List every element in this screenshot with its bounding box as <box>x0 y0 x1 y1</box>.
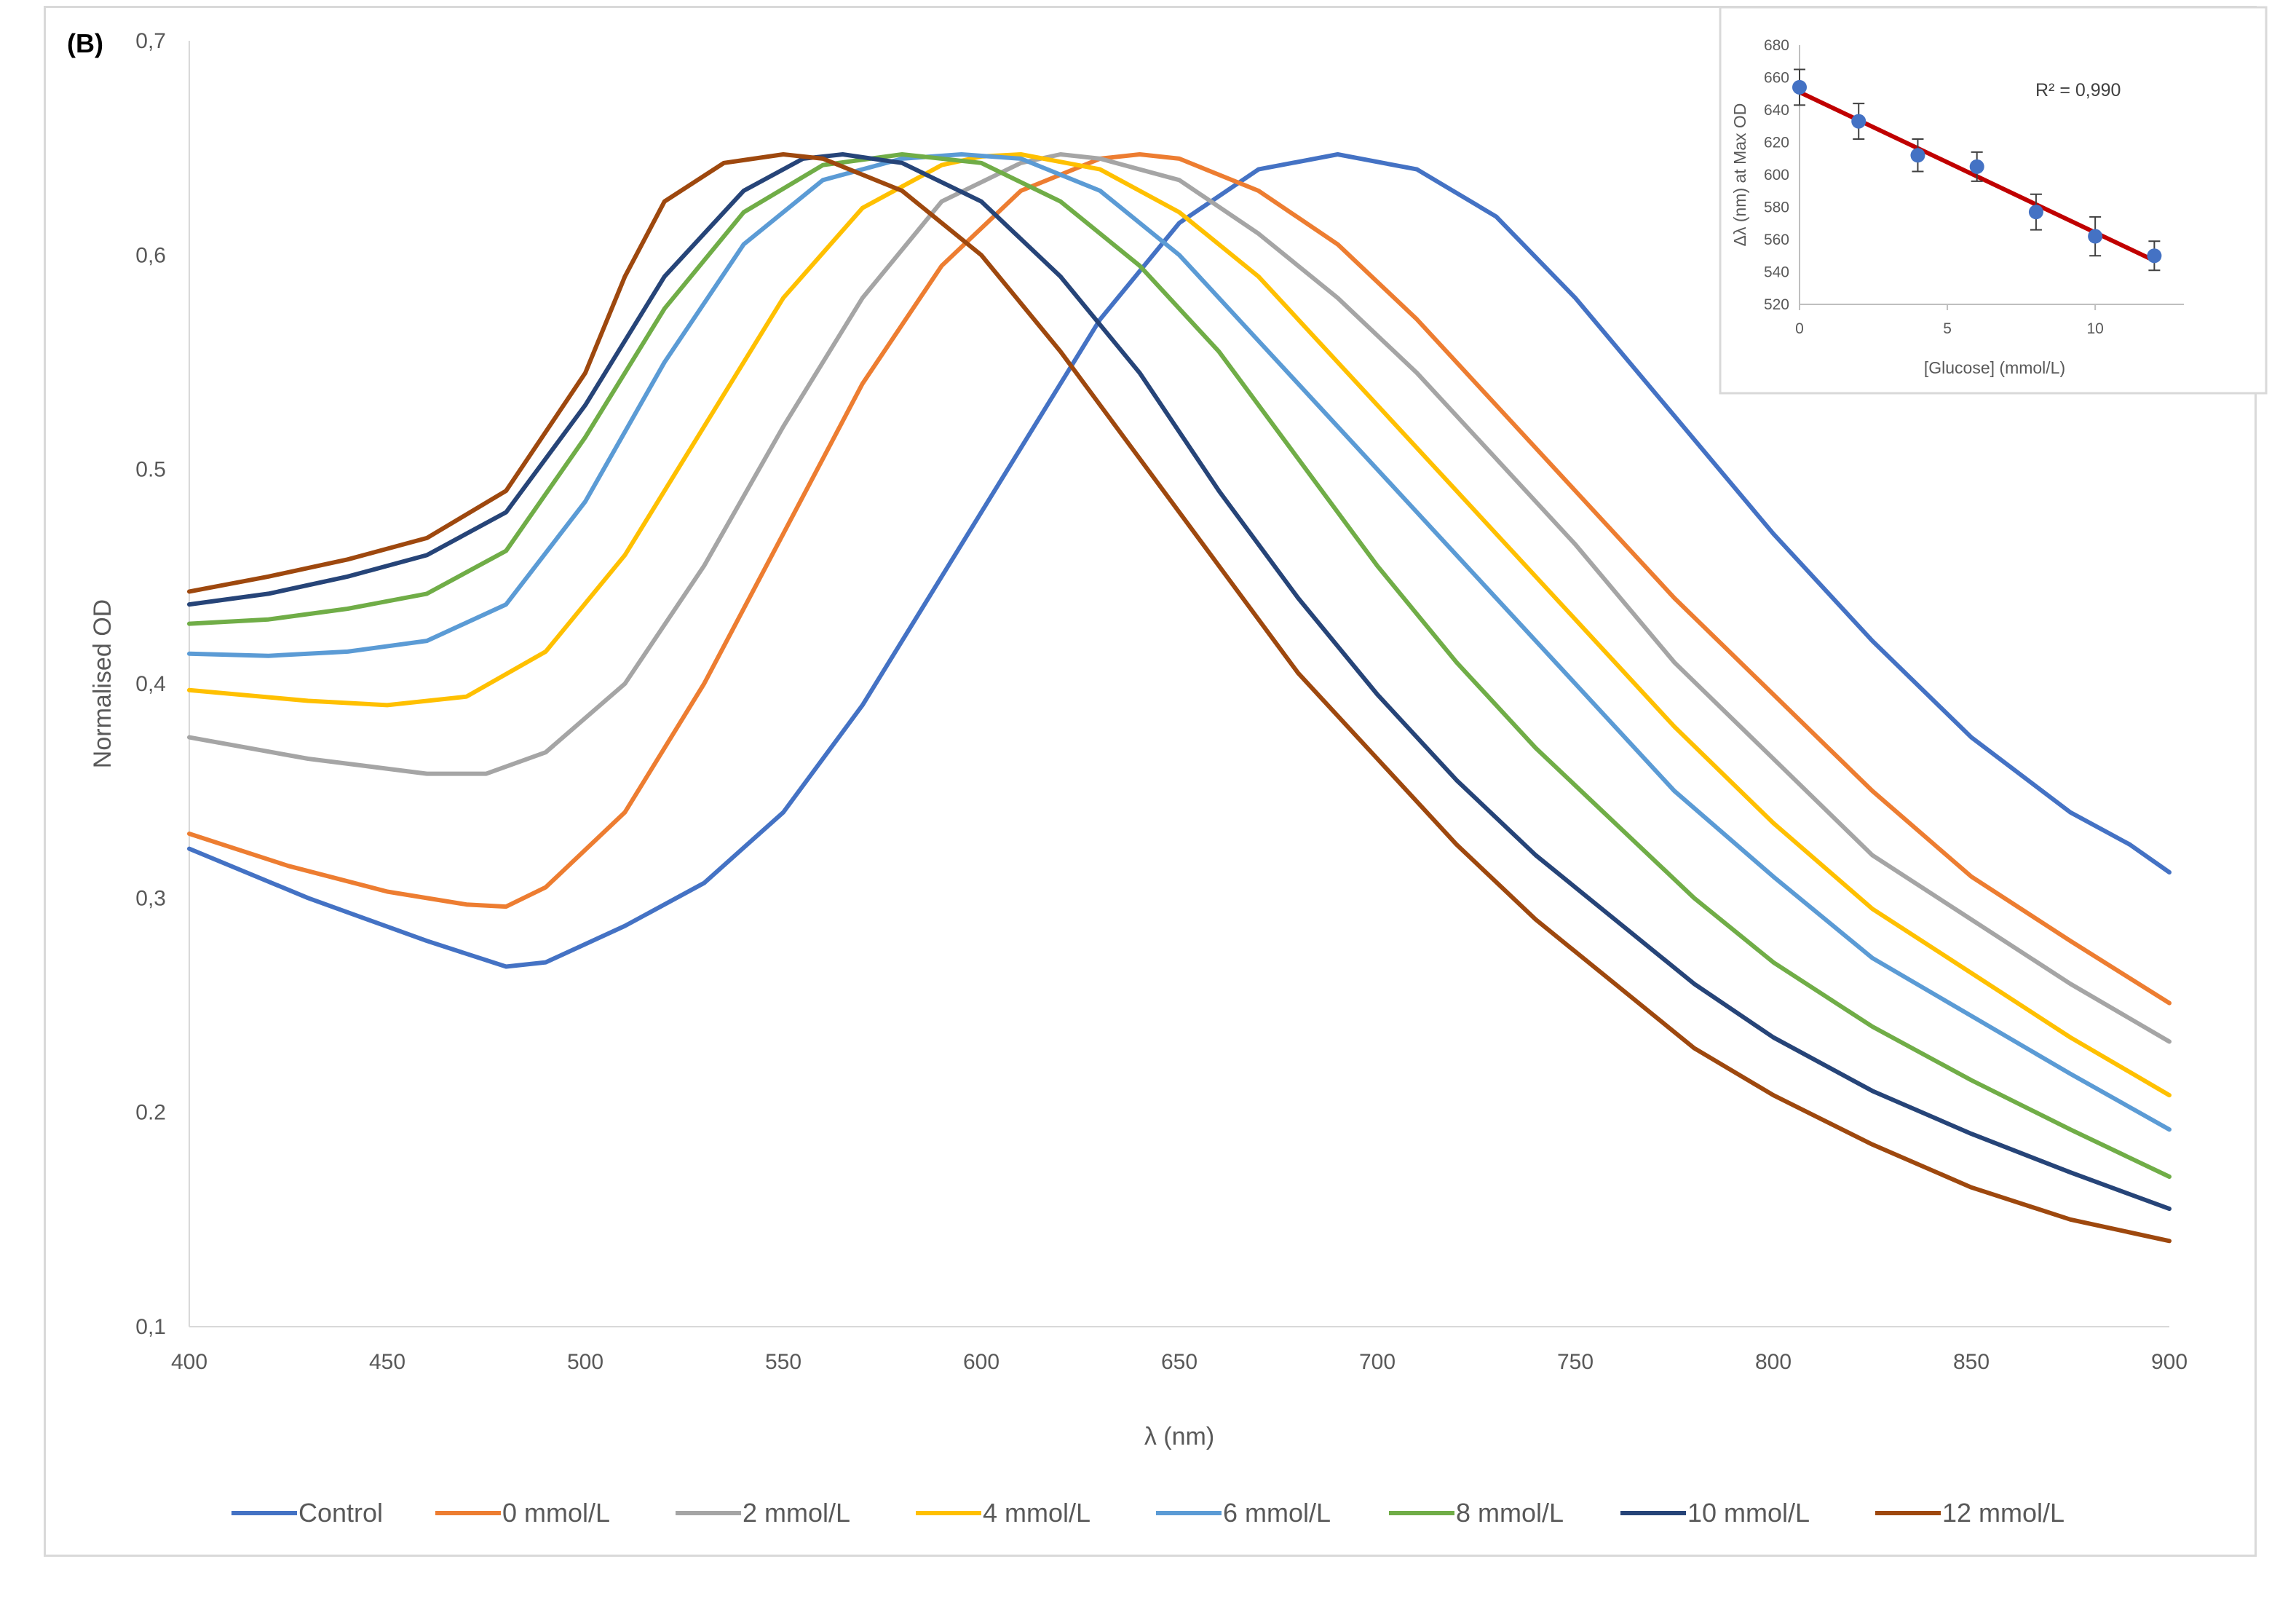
legend-label-12-mmol-l: 12 mmol/L <box>1942 1498 2065 1528</box>
main-x-tick-label: 650 <box>1161 1350 1198 1374</box>
inset-data-point <box>1969 151 1984 182</box>
main-x-tick-label: 600 <box>963 1350 999 1374</box>
main-x-tick-label: 750 <box>1557 1350 1594 1374</box>
legend-label-2-mmol-l: 2 mmol/L <box>743 1498 850 1528</box>
inset-frame <box>1719 6 2268 395</box>
inset-data-point <box>2028 193 2043 231</box>
figure-frame <box>44 6 2257 1557</box>
main-y-tick-label: 0.2 <box>135 1101 166 1125</box>
inset-point-marker <box>2147 248 2162 264</box>
main-y-tick-label: 0.5 <box>135 458 166 482</box>
main-y-tick-label: 0,4 <box>135 672 166 696</box>
main-y-tick-label: 0,7 <box>135 29 166 53</box>
panel-label: (B) <box>67 28 103 58</box>
inset-y-axis-title: Δλ (nm) at Max OD <box>1730 103 1749 247</box>
inset-y-tick-label: 520 <box>1764 296 1789 313</box>
legend-label-6-mmol-l: 6 mmol/L <box>1223 1498 1331 1528</box>
inset-y-tick-label: 560 <box>1764 232 1789 248</box>
main-chart: 0,1 0.2 0,3 0,4 0.5 0,6 0,7 400 450 500 550 600 650… <box>89 29 2188 1528</box>
inset-r2-annotation: R² = 0,990 <box>2035 80 2121 100</box>
main-x-tick-label: 550 <box>765 1350 801 1374</box>
inset-data-point <box>1792 68 1807 106</box>
main-y-tick-label: 0,3 <box>135 886 166 910</box>
legend: Control 0 mmol/L 2 mmol/L 4 mmol/L 6 mmol/L 8… <box>231 1498 2065 1528</box>
inset-point-marker <box>1910 148 1925 163</box>
inset-y-tick-label: 660 <box>1764 70 1789 87</box>
inset-y-tick-label: 640 <box>1764 102 1789 119</box>
inset-x-tick-label: 0 <box>1795 320 1804 337</box>
legend-label-control: Control <box>298 1498 383 1528</box>
main-y-axis-title: Normalised OD <box>89 599 116 768</box>
series-line-8-mmol-l <box>187 152 2172 1179</box>
inset-x-axis-title: [Glucose] (mmol/L) <box>1924 358 2065 377</box>
inset-data-point <box>2088 216 2103 257</box>
series-line-0-mmol-l <box>187 152 2172 1006</box>
inset-y-tick-label: 540 <box>1764 264 1789 281</box>
series-line-2-mmol-l <box>187 152 2172 1044</box>
inset-data-point <box>1910 138 1925 173</box>
inset-y-ticks: 520 540 560 580 600 620 640 660 680 <box>1764 37 1789 313</box>
inset-x-tick-label: 10 <box>2086 320 2103 337</box>
series-line-6-mmol-l <box>187 152 2172 1132</box>
inset-x-tick-label: 5 <box>1943 320 1952 337</box>
main-x-ticks: 400 450 500 550 600 650 700 750 800 850 900 <box>171 1350 2188 1374</box>
inset-point-marker <box>2028 205 2043 220</box>
inset-y-tick-label: 680 <box>1764 37 1789 54</box>
inset-y-tick-label: 620 <box>1764 135 1789 151</box>
main-x-tick-label: 900 <box>2151 1350 2188 1374</box>
inset-data-point <box>2147 240 2162 272</box>
series-line-12-mmol-l <box>187 152 2172 1244</box>
main-y-ticks: 0,1 0.2 0,3 0,4 0.5 0,6 0,7 <box>135 29 166 1339</box>
main-x-tick-label: 850 <box>1953 1350 1990 1374</box>
main-x-axis-title: λ (nm) <box>1144 1423 1214 1450</box>
legend-label-8-mmol-l: 8 mmol/L <box>1456 1498 1564 1528</box>
main-x-tick-label: 400 <box>171 1350 207 1374</box>
legend-label-0-mmol-l: 0 mmol/L <box>502 1498 610 1528</box>
main-x-tick-label: 800 <box>1755 1350 1792 1374</box>
main-x-tick-label: 700 <box>1359 1350 1396 1374</box>
inset-point-marker <box>1792 79 1807 95</box>
inset-point-marker <box>1851 114 1867 129</box>
inset-point-marker <box>2088 229 2103 244</box>
series-line-control <box>187 152 2172 969</box>
main-y-tick-label: 0,1 <box>135 1315 166 1339</box>
legend-label-10-mmol-l: 10 mmol/L <box>1687 1498 1810 1528</box>
inset-y-tick-label: 580 <box>1764 200 1789 216</box>
inset-points-group <box>1792 68 2162 272</box>
inset-data-point <box>1851 103 1867 141</box>
main-x-tick-label: 500 <box>567 1350 603 1374</box>
series-line-4-mmol-l <box>187 152 2172 1098</box>
inset-y-tick-label: 600 <box>1764 167 1789 183</box>
series-line-10-mmol-l <box>187 152 2172 1212</box>
inset-chart: 520 540 560 580 600 620 640 660 680 0 5 10 R² = 0,… <box>1719 6 2268 395</box>
inset-x-ticks: 0 5 10 <box>1795 304 2104 337</box>
main-y-tick-label: 0,6 <box>135 243 166 267</box>
legend-label-4-mmol-l: 4 mmol/L <box>983 1498 1090 1528</box>
main-series-group <box>187 152 2172 1244</box>
main-x-tick-label: 450 <box>369 1350 405 1374</box>
inset-point-marker <box>1969 159 1984 174</box>
